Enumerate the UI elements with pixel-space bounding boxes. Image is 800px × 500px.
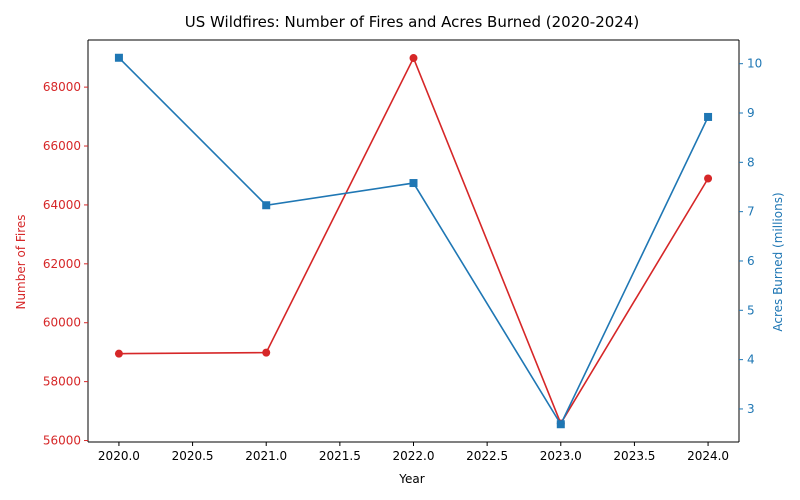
data-point-right-2021 [262, 201, 271, 210]
right-y-axis-label: Acres Burned (millions) [771, 192, 785, 331]
series-line-right [118, 57, 709, 426]
x-axis-label: Year [398, 472, 424, 486]
axes: 2020.0 2020.5 2021.0 2021.5 2022.0 2022.5 2023… [43, 39, 762, 463]
data-point-left-2022 [409, 54, 418, 63]
right-y-tick-label: 4 [747, 353, 755, 367]
right-y-tick-label: 7 [747, 205, 755, 219]
data-point-right-2024 [704, 112, 713, 121]
left-y-tick-label: 64000 [43, 198, 81, 212]
right-y-tick-label: 3 [747, 402, 755, 416]
x-tick-label: 2023.5 [613, 449, 655, 463]
data-point-right-2020 [114, 53, 123, 62]
data-point-right-2022 [409, 179, 418, 188]
right-y-tick-label: 9 [747, 106, 755, 120]
x-tick-label: 2022.5 [466, 449, 508, 463]
data-point-right-2023 [556, 420, 565, 429]
series-line-left [118, 56, 709, 426]
left-y-tick-label: 66000 [43, 139, 81, 153]
data-point-left-2024 [704, 174, 713, 183]
x-tick-label: 2022.0 [393, 449, 435, 463]
right-y-tick-label: 8 [747, 155, 755, 169]
x-tick-label: 2021.5 [319, 449, 361, 463]
x-tick-label: 2020.0 [98, 449, 140, 463]
right-y-tick-label: 10 [747, 57, 762, 71]
left-y-tick-label: 58000 [43, 375, 81, 389]
left-y-tick-label: 60000 [43, 316, 81, 330]
left-y-axis-label: Number of Fires [14, 214, 28, 309]
x-tick-label: 2024.0 [687, 449, 729, 463]
right-y-tick-label: 6 [747, 254, 755, 268]
left-y-tick-label: 68000 [43, 80, 81, 94]
data-point-left-2021 [262, 348, 271, 357]
x-tick-label: 2021.0 [245, 449, 287, 463]
right-y-tick-label: 5 [747, 303, 755, 317]
x-tick-label: 2023.0 [540, 449, 582, 463]
x-tick-label: 2020.5 [172, 449, 214, 463]
plot-area [114, 53, 713, 429]
left-y-tick-label: 56000 [43, 434, 81, 448]
chart-title: US Wildfires: Number of Fires and Acres … [185, 13, 639, 31]
left-y-tick-label: 62000 [43, 257, 81, 271]
data-point-left-2020 [114, 349, 123, 358]
